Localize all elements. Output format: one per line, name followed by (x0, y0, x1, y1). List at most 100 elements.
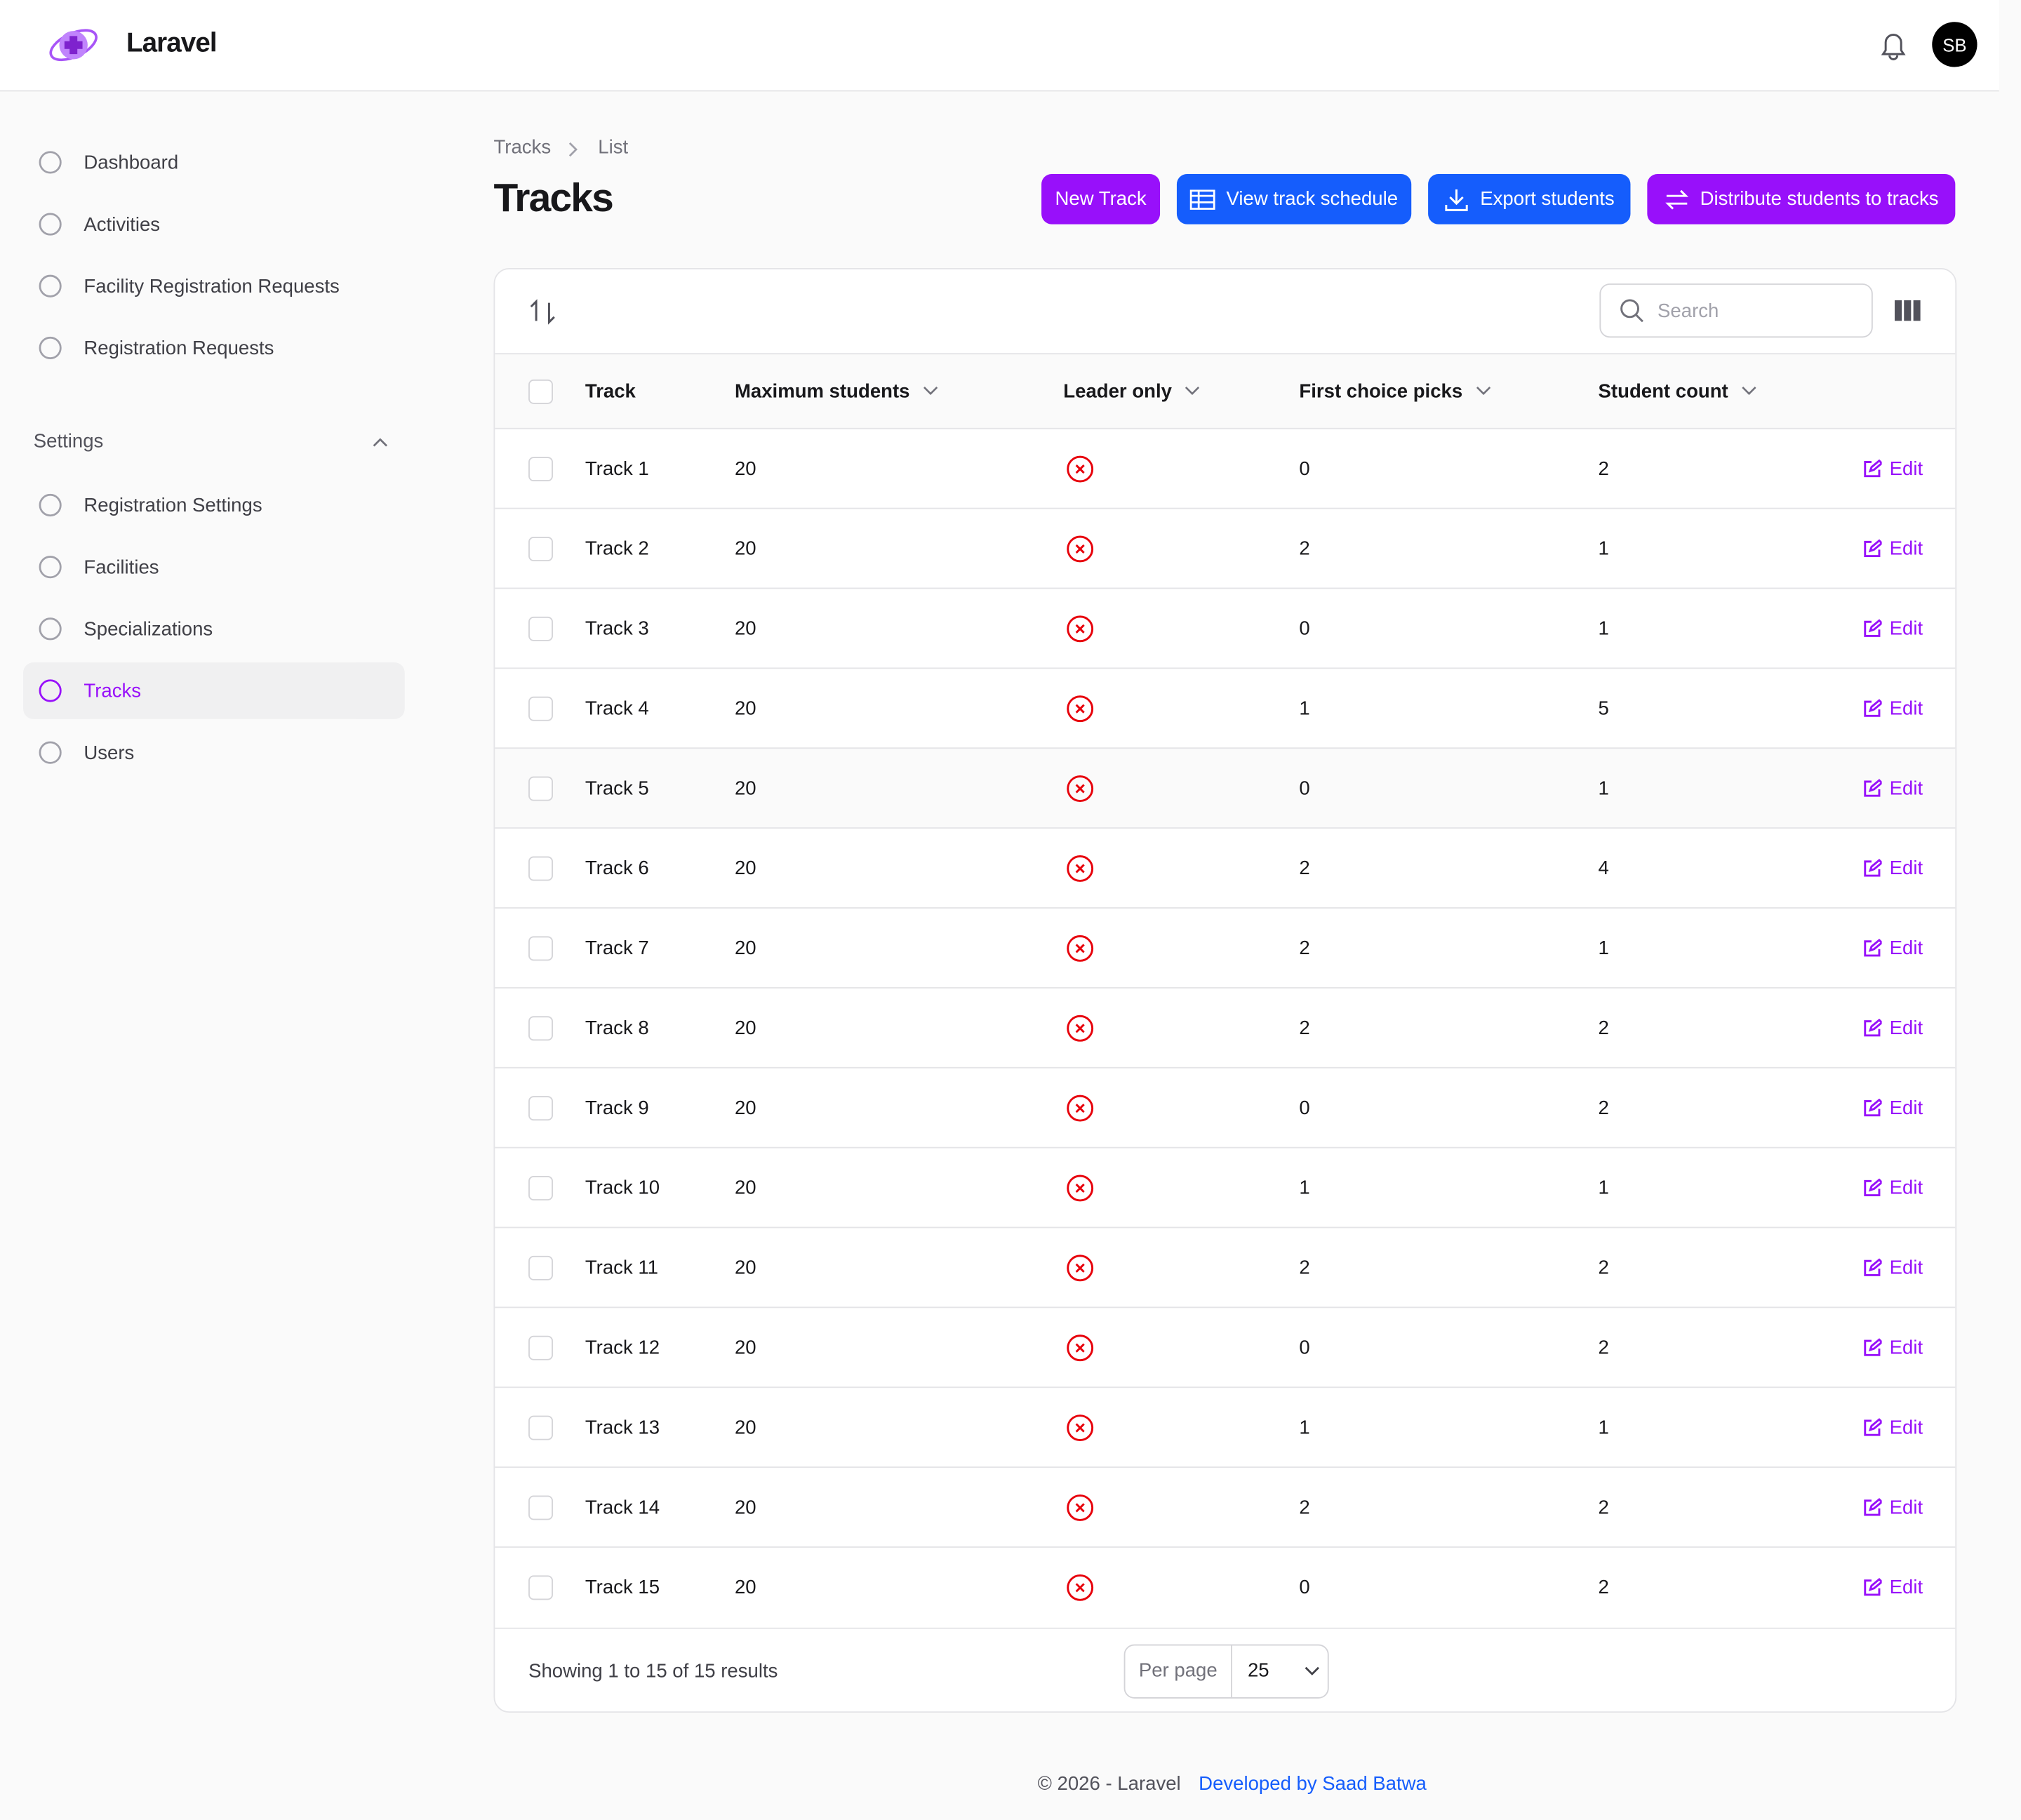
table-card: Search Track Maximum students Leader only F… (493, 268, 1957, 1713)
edit-action[interactable]: Edit (1864, 617, 1923, 639)
per-page[interactable]: Per page 25 (1123, 1643, 1329, 1698)
cell: Track 4 (585, 697, 649, 719)
collapse-icon[interactable] (371, 436, 389, 448)
credit-link[interactable]: Developed by Saad Batwa (1199, 1773, 1427, 1795)
cell: 2 (1299, 857, 1310, 879)
checkbox[interactable] (528, 615, 553, 641)
edit-action[interactable]: Edit (1864, 1496, 1923, 1518)
checkbox[interactable] (528, 536, 553, 561)
false-icon (1067, 535, 1094, 562)
false-icon (1067, 455, 1094, 482)
brand[interactable]: Laravel (126, 28, 218, 58)
column-header[interactable]: Leader only (1063, 380, 1200, 402)
nav-label: Facility Registration Requests (84, 275, 340, 297)
edit-action[interactable]: Edit (1864, 857, 1923, 879)
notifications[interactable] (1878, 28, 1909, 62)
cell: 20 (734, 1336, 756, 1358)
checkbox[interactable] (528, 379, 553, 403)
nav-item[interactable]: Activities (23, 196, 405, 253)
icon-shape (1864, 699, 1882, 717)
table-row: Track 4 20 1 5 Edit (495, 667, 1956, 747)
cell: 2 (1299, 1256, 1310, 1279)
edit-action[interactable]: Edit (1864, 457, 1923, 479)
nav-item[interactable]: Dashboard (23, 134, 405, 191)
cell: 20 (734, 1097, 756, 1119)
edit-label: Edit (1889, 937, 1923, 959)
cell: Track 1 (585, 457, 649, 480)
edit-action[interactable]: Edit (1864, 777, 1923, 799)
edit-action[interactable]: Edit (1864, 937, 1923, 959)
checkbox[interactable] (528, 1574, 553, 1600)
icon-shape (1067, 855, 1094, 881)
cell: 5 (1598, 697, 1609, 719)
cell: 2 (1598, 1336, 1609, 1358)
button[interactable]: Export students (1428, 173, 1631, 225)
false-icon (1067, 1574, 1094, 1600)
cell: Track 14 (585, 1496, 660, 1518)
nav-item[interactable]: Specializations (23, 601, 405, 657)
search-box[interactable]: Search (1599, 283, 1873, 338)
checkbox[interactable] (528, 695, 553, 721)
button[interactable]: New Track (1041, 173, 1161, 225)
cell: Track 7 (585, 937, 649, 959)
icon-shape (1864, 619, 1882, 637)
checkbox[interactable] (528, 855, 553, 881)
icon-shape (1067, 615, 1094, 642)
icon-shape (1067, 695, 1094, 722)
icon-shape (1067, 1014, 1094, 1041)
nav-item[interactable]: Registration Requests (23, 320, 405, 377)
nav-item[interactable]: Facility Registration Requests (23, 257, 405, 314)
edit-action[interactable]: Edit (1864, 697, 1923, 719)
cell: 2 (1598, 1256, 1609, 1279)
edit-icon (1864, 619, 1882, 637)
checkbox[interactable] (528, 1015, 553, 1041)
nav-item[interactable]: Tracks (23, 662, 405, 719)
icon-shape (1075, 1262, 1085, 1272)
edit-label: Edit (1889, 1097, 1923, 1119)
table-row: Track 14 20 2 2 Edit (495, 1466, 1956, 1546)
nav-item[interactable]: Registration Settings (23, 477, 405, 534)
table-row: Track 10 20 1 1 Edit (495, 1146, 1956, 1227)
column-header[interactable]: Maximum students (735, 380, 938, 402)
edit-action[interactable]: Edit (1864, 1097, 1923, 1118)
edit-action[interactable]: Edit (1864, 1257, 1923, 1278)
nav-label: Activities (84, 213, 161, 236)
checkbox[interactable] (528, 1095, 553, 1120)
icon-shape (1305, 1666, 1319, 1675)
checkbox[interactable] (528, 775, 553, 801)
false-icon (1067, 855, 1094, 881)
checkbox[interactable] (528, 1334, 553, 1360)
sort-toggle[interactable] (528, 297, 556, 326)
button[interactable]: Distribute students to tracks (1647, 173, 1956, 225)
nav-item[interactable]: Facilities (23, 539, 405, 596)
checkbox[interactable] (528, 935, 553, 961)
edit-action[interactable]: Edit (1864, 1576, 1923, 1598)
cell: 20 (734, 1256, 756, 1279)
checkbox[interactable] (528, 1494, 553, 1520)
edit-action[interactable]: Edit (1864, 537, 1923, 559)
columns-toggle[interactable] (1895, 300, 1921, 321)
nav-item[interactable]: Users (23, 724, 405, 781)
column-header[interactable]: First choice picks (1299, 380, 1490, 402)
edit-label: Edit (1889, 1416, 1923, 1438)
icon-shape (1075, 863, 1085, 873)
logo (49, 29, 98, 62)
checkbox[interactable] (528, 1175, 553, 1200)
group-label[interactable]: Settings (33, 430, 104, 453)
edit-action[interactable]: Edit (1864, 1417, 1923, 1438)
icon-shape (1075, 623, 1085, 633)
checkbox[interactable] (528, 1254, 553, 1280)
button[interactable]: View track schedule (1176, 173, 1412, 225)
breadcrumb[interactable]: Tracks (493, 136, 552, 159)
checkbox[interactable] (528, 1414, 553, 1440)
table-header: Track Maximum students Leader only First ch… (495, 353, 1956, 428)
cell: Track 11 (585, 1256, 659, 1279)
edit-action[interactable]: Edit (1864, 1337, 1923, 1358)
avatar[interactable]: SB (1932, 22, 1977, 67)
checkbox[interactable] (528, 456, 553, 481)
edit-action[interactable]: Edit (1864, 1017, 1923, 1038)
column-header[interactable]: Student count (1599, 380, 1757, 402)
icon-shape (1864, 1098, 1882, 1117)
edit-action[interactable]: Edit (1864, 1177, 1923, 1198)
